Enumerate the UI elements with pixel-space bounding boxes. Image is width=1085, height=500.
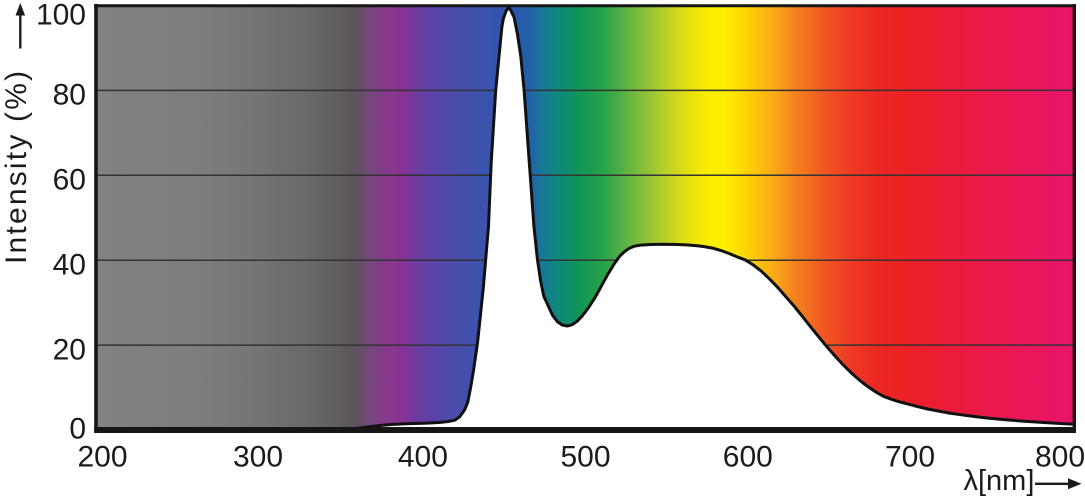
svg-text:80: 80 [53, 79, 86, 112]
svg-text:20: 20 [53, 333, 86, 366]
svg-text:800: 800 [1035, 441, 1085, 474]
svg-text:300: 300 [233, 441, 283, 474]
svg-text:0: 0 [69, 413, 86, 446]
svg-text:40: 40 [53, 248, 86, 281]
svg-text:100: 100 [36, 0, 86, 32]
svg-text:400: 400 [398, 441, 448, 474]
svg-text:60: 60 [53, 164, 86, 197]
svg-text:200: 200 [77, 441, 127, 474]
svg-text:600: 600 [723, 441, 773, 474]
svg-text:λ[nm]: λ[nm] [964, 465, 1035, 497]
svg-text:500: 500 [560, 441, 610, 474]
svg-text:Intensity (%): Intensity (%) [0, 69, 33, 264]
svg-text:700: 700 [885, 441, 935, 474]
